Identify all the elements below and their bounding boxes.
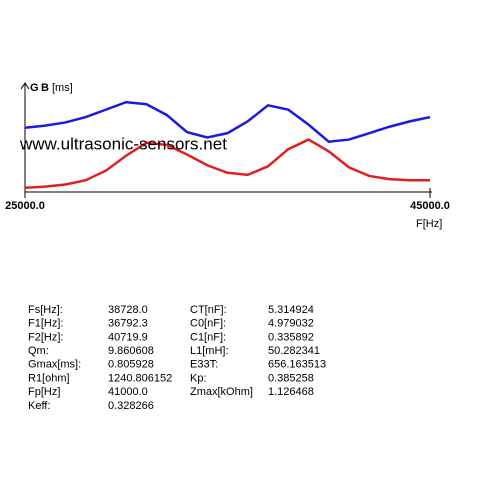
watermark: www.ultrasonic-sensors.net <box>19 134 227 153</box>
table-cell: Kp: <box>190 372 207 384</box>
table-cell: 50.282341 <box>268 345 320 357</box>
table-cell: Qm: <box>28 345 49 357</box>
table-cell: 0.328266 <box>108 400 154 412</box>
series-line <box>24 138 430 189</box>
table-cell: F2[Hz]: <box>28 331 63 343</box>
table-cell: Keff: <box>28 400 50 412</box>
y-label: [ms] <box>52 82 73 94</box>
table-cell: 41000.0 <box>108 386 148 398</box>
table-cell: 1240.806152 <box>108 372 172 384</box>
x-tick-label: 45000.0 <box>410 200 450 212</box>
x-tick-label: 25000.0 <box>5 200 45 212</box>
table-cell: Zmax[kOhm] <box>190 386 253 398</box>
table-cell: Fp[Hz] <box>28 386 60 398</box>
table-cell: E33T: <box>190 359 218 371</box>
table-cell: 4.979032 <box>268 318 314 330</box>
table-cell: 5.314924 <box>268 304 314 316</box>
table-cell: 0.335892 <box>268 331 314 343</box>
table-cell: 0.385258 <box>268 372 314 384</box>
table-cell: Fs[Hz]: <box>28 304 63 316</box>
table-cell: F1[Hz]: <box>28 318 63 330</box>
series-line <box>24 100 431 144</box>
table-cell: 1.126468 <box>268 386 314 398</box>
table-cell: C0[nF]: <box>190 318 226 330</box>
x-label: F[Hz] <box>416 218 442 230</box>
table-cell: 36792.3 <box>108 318 148 330</box>
legend-entry: B <box>41 82 49 94</box>
table-cell: C1[nF]: <box>190 331 226 343</box>
y-arrow <box>20 82 30 90</box>
table-cell: CT[nF]: <box>190 304 227 316</box>
table-cell: 656.163513 <box>268 359 326 371</box>
table-cell: R1[ohm] <box>28 372 70 384</box>
table-cell: 40719.9 <box>108 331 148 343</box>
table-cell: 9.860608 <box>108 345 154 357</box>
table-cell: 38728.0 <box>108 304 148 316</box>
table-cell: L1[mH]: <box>190 345 229 357</box>
table-cell: Gmax[ms]: <box>28 359 81 371</box>
legend-entry: G <box>30 82 39 94</box>
table-cell: 0.805928 <box>108 359 154 371</box>
